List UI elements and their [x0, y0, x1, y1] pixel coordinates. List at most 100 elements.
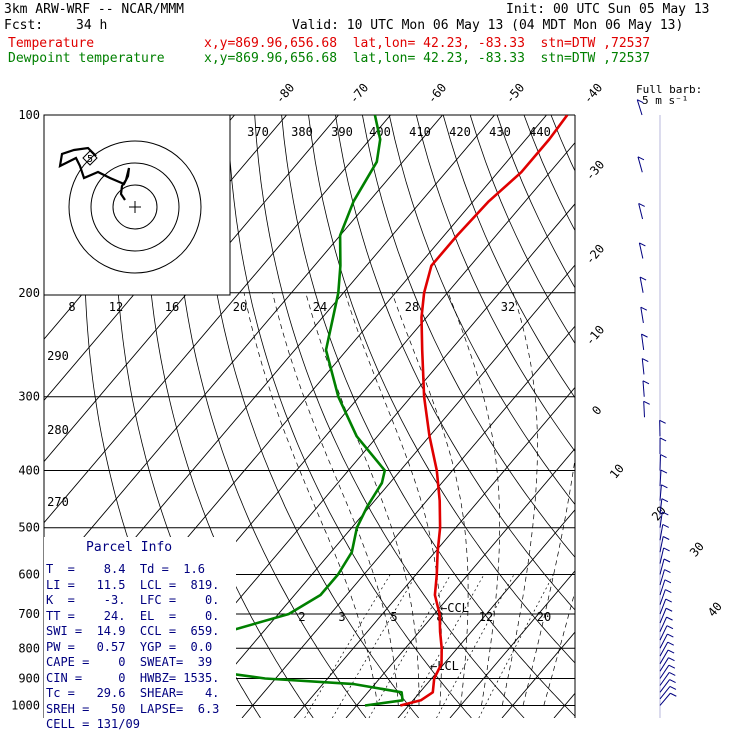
wind-barb-flag — [664, 579, 672, 584]
wind-barb-flag — [662, 524, 669, 528]
hodograph-box — [43, 114, 231, 296]
isotherm-label: 40 — [705, 599, 725, 619]
pressure-label-1000: 1000 — [11, 698, 40, 712]
isotherm-label: -80 — [273, 81, 298, 107]
pressure-label-700: 700 — [18, 607, 40, 621]
hodograph-speed-label: 8 — [68, 300, 75, 314]
wind-barb-flag — [670, 692, 677, 697]
dry-adiabat — [200, 115, 420, 718]
theta-e-label: 400 — [369, 125, 391, 139]
isotherm-line — [44, 115, 391, 524]
pressure-label-100: 100 — [18, 108, 40, 122]
isotherm-label: -50 — [503, 81, 528, 107]
pressure-label-800: 800 — [18, 641, 40, 655]
wind-barb — [659, 672, 670, 686]
isotherm-line — [293, 386, 575, 718]
wind-barb-flag — [665, 589, 672, 594]
parcel-info-box — [44, 537, 236, 718]
isotherm-line — [397, 509, 575, 718]
full-barb-units: 5 m s⁻¹ — [642, 94, 689, 107]
parcel-info-row: PW = 0.57 YGP = 0.0 — [46, 639, 213, 654]
moist-adiabat — [543, 590, 575, 706]
wind-barb — [636, 99, 643, 116]
parcel-info-row: TT = 24. EL = 0. — [46, 608, 220, 623]
isotherm-label: -10 — [583, 323, 608, 349]
wind-barb-flag — [661, 498, 669, 503]
hodograph: 5 — [43, 114, 231, 296]
wind-barb — [659, 649, 669, 665]
wind-barb — [659, 498, 663, 515]
wind-barb-flag — [669, 671, 676, 676]
parcel-info-row: LI = 11.5 LCL = 819. — [46, 577, 220, 592]
mixing-ratio-label: 2 — [298, 610, 305, 624]
wind-barb-flag — [667, 641, 674, 646]
wind-barb — [659, 558, 665, 575]
wind-barb-flag — [669, 686, 677, 690]
dry-adiabat — [335, 115, 575, 611]
wind-barb — [659, 657, 669, 672]
wind-barb-flag — [660, 454, 667, 458]
dewpoint-legend: Dewpoint temperature — [8, 51, 165, 66]
isotherm-label: 30 — [687, 539, 707, 559]
wind-barb — [659, 686, 671, 700]
mixing-ratio-line — [478, 574, 554, 718]
mixing-ratio-label: 20 — [537, 610, 551, 624]
parcel-info-row: SREH = 50 LAPSE= 6.3 — [46, 701, 220, 716]
isotherm-line — [189, 264, 575, 718]
wind-barb-flag — [663, 558, 671, 563]
dry-adiabat — [415, 115, 575, 452]
wind-barb-flag — [642, 358, 649, 362]
theta-e-label: 380 — [291, 125, 313, 139]
wind-barb-flag — [668, 664, 676, 669]
wind-barb-flag — [662, 536, 670, 540]
mixing-ratio-line — [331, 574, 417, 718]
isotherm-label: -40 — [581, 81, 606, 107]
isotherm-label: 0 — [589, 403, 604, 418]
wind-barb-flag — [661, 484, 668, 489]
parcel-info-row: Tc = 29.6 SHEAR= 4. — [46, 686, 220, 700]
theta-e-label: 370 — [247, 125, 269, 139]
hodograph-ring — [68, 140, 202, 274]
parcel-info-row: CAPE = 0 SWEAT= 39 — [46, 655, 213, 669]
hodograph-speed-label: 20 — [233, 300, 247, 314]
isotherm-label: -30 — [583, 158, 608, 184]
hodograph-speed-label: 12 — [109, 300, 123, 314]
dry-adiabat — [496, 115, 575, 289]
wind-barb-flag — [659, 437, 667, 442]
wind-barb — [659, 692, 671, 706]
ccl-annotation: ←CCL — [440, 601, 469, 615]
mixing-ratio-line — [436, 574, 515, 718]
temperature-location: x,y=869.96,656.68 lat,lon= 42.23, -83.33… — [204, 36, 651, 51]
wind-barb — [637, 156, 643, 173]
isotherm-line — [44, 115, 339, 463]
wind-barb — [659, 633, 668, 649]
dry-adiabat — [686, 115, 740, 718]
theta-e-label: 420 — [449, 125, 471, 139]
wind-barb-flag — [660, 469, 668, 474]
theta-e-label: 430 — [489, 125, 511, 139]
wind-barb — [659, 598, 667, 615]
theta-label: 280 — [47, 423, 69, 437]
isotherm-line — [241, 325, 575, 718]
wind-barb — [639, 276, 644, 293]
wind-barb-flag — [669, 679, 676, 683]
wind-barb — [659, 484, 662, 501]
wind-barb — [659, 589, 666, 605]
isotherm-label: -70 — [347, 81, 372, 107]
dry-adiabat — [578, 115, 740, 718]
init-time: Init: 00 UTC Sun 05 May 13 — [506, 2, 710, 17]
dry-adiabat — [308, 115, 575, 664]
pressure-label-400: 400 — [18, 464, 40, 478]
wind-barb-flag — [659, 419, 666, 424]
wind-barb — [659, 579, 666, 596]
wind-barb — [638, 242, 644, 259]
parcel-info-row: CIN = 0 HWBZ= 1535. — [46, 670, 220, 685]
wind-barb — [659, 470, 662, 487]
hodograph-ring — [90, 162, 180, 252]
theta-e-label: 410 — [409, 125, 431, 139]
hodograph-speed-label: 24 — [313, 300, 327, 314]
hodograph-speed-label: 32 — [501, 300, 515, 314]
dry-adiabat — [388, 115, 575, 506]
moist-adiabat — [501, 292, 538, 706]
